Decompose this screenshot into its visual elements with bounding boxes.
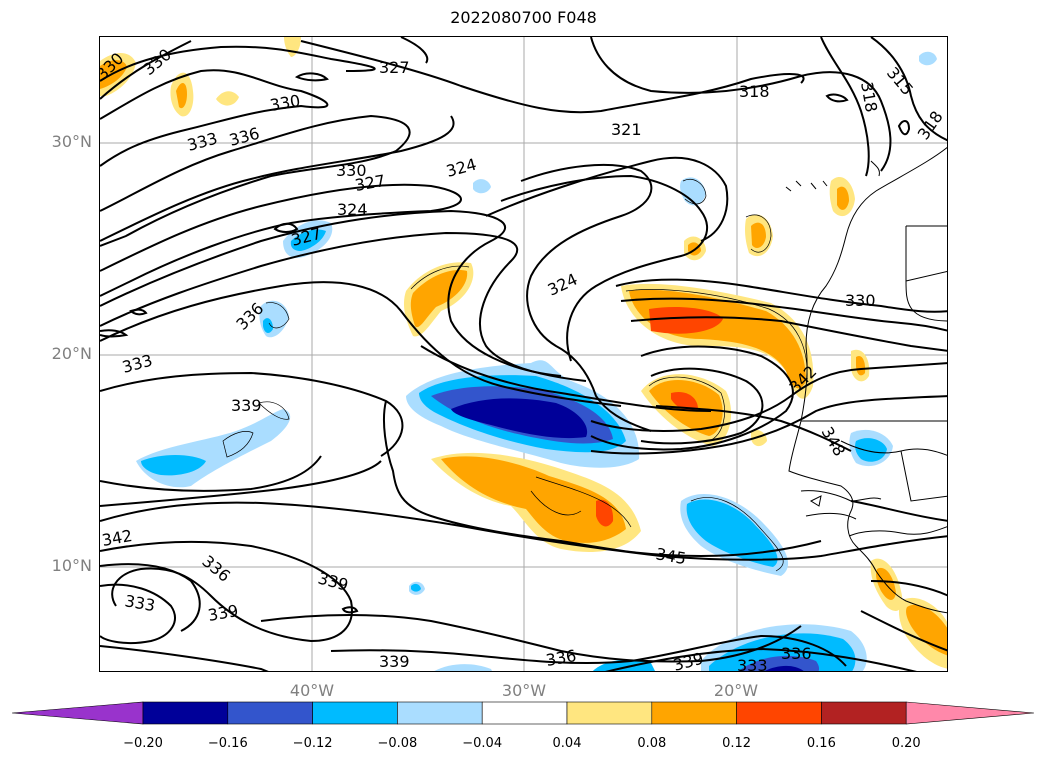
contour-label: 330 — [845, 291, 876, 310]
contour-label: 324 — [337, 200, 368, 219]
contour-label: 327 — [353, 171, 386, 195]
contour-label: 339 — [206, 601, 239, 625]
contour-label: 336 — [198, 552, 234, 586]
contour-label: 336 — [544, 646, 577, 670]
colorbar-segment — [566, 701, 653, 725]
colorbar-extend-min — [11, 701, 144, 725]
contour-label: 318 — [739, 82, 770, 101]
colorbar-segment — [651, 701, 737, 725]
contour-label: 333 — [185, 129, 219, 155]
contour-label: 345 — [654, 544, 687, 568]
contour-label: 324 — [444, 155, 478, 181]
colorbar-segment — [142, 701, 229, 725]
colorbar-tick-label: −0.12 — [292, 736, 333, 751]
lon-label-30w: 30°W — [501, 681, 547, 700]
contour-label: 324 — [545, 269, 581, 299]
contour-label: 327 — [379, 58, 410, 77]
lat-label-10n: 10°N — [51, 556, 92, 575]
contour-label-group: 330 330 327 330 333 336 330 327 324 324 … — [100, 45, 947, 672]
contour-label: 336 — [781, 644, 812, 663]
gridlines — [100, 37, 947, 671]
contour-label: 339 — [316, 569, 350, 595]
colorbar-segment — [736, 701, 822, 725]
contour-label: 330 — [336, 161, 367, 180]
contour-label: 339 — [231, 396, 262, 415]
lon-label-20w: 20°W — [713, 681, 759, 700]
colorbar-tick-label: −0.08 — [377, 736, 418, 751]
contour-label: 339 — [671, 649, 705, 672]
colorbar-segment — [312, 701, 398, 725]
colorbar — [11, 701, 1035, 725]
contour-label: 348 — [818, 424, 850, 460]
contour-label: 333 — [737, 656, 768, 672]
coastline — [785, 146, 947, 614]
map-title: 2022080700 F048 — [450, 8, 597, 27]
shaded-field — [100, 37, 947, 671]
contour-label: 336 — [227, 124, 261, 150]
colorbar-segment — [821, 701, 907, 725]
colorbar-segment — [227, 701, 313, 725]
colorbar-tick-label: 0.12 — [722, 736, 752, 751]
colorbar-tick-label: −0.04 — [462, 736, 503, 751]
contour-label: 315 — [883, 63, 917, 99]
contour-label: 330 — [139, 45, 175, 79]
colorbar-tick-label: −0.16 — [207, 736, 248, 751]
colorbar-extend-max — [905, 701, 1035, 725]
contour-lines — [100, 37, 947, 671]
contour-label: 330 — [268, 91, 301, 115]
lat-label-30n: 30°N — [51, 132, 92, 151]
lat-label-20n: 20°N — [51, 344, 92, 363]
colorbar-tick-label: 0.08 — [637, 736, 667, 751]
colorbar-tick-label: 0.04 — [552, 736, 582, 751]
colorbar-segment — [397, 701, 483, 725]
colorbar-tick-label: −0.20 — [123, 736, 163, 751]
colorbar-segment — [481, 701, 568, 725]
contour-label: 321 — [611, 120, 642, 139]
map-panel: 330 330 327 330 333 336 330 327 324 324 … — [99, 36, 948, 672]
shade-edges — [222, 179, 808, 572]
contour-label: 339 — [379, 652, 410, 671]
contour-label: 333 — [123, 591, 156, 615]
lon-label-40w: 40°W — [289, 681, 335, 700]
colorbar-tick-label: 0.16 — [806, 736, 836, 751]
small-contours — [100, 72, 911, 614]
colorbar-tick-label: 0.20 — [891, 736, 921, 751]
map-canvas: 330 330 327 330 333 336 330 327 324 324 … — [100, 37, 947, 672]
